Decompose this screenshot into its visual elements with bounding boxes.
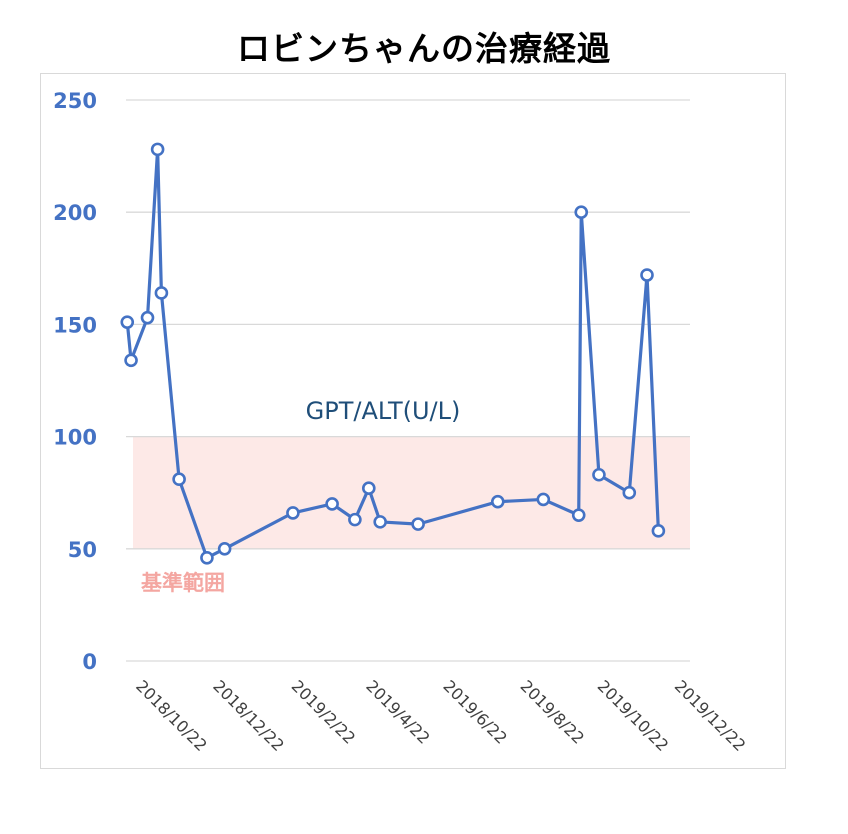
x-tick-label: 2019/4/22	[362, 676, 433, 747]
series-line	[125, 147, 660, 560]
data-point	[571, 508, 586, 522]
data-point	[150, 142, 165, 157]
x-tick-label: 2019/10/22	[594, 676, 673, 755]
data-point	[651, 524, 666, 538]
data-point	[373, 515, 387, 529]
x-tick-label: 2018/12/22	[209, 676, 288, 755]
series-layer	[120, 142, 666, 565]
y-tick-label: 200	[53, 201, 97, 225]
x-tick-label: 2019/6/22	[439, 676, 510, 747]
data-point	[592, 467, 606, 482]
data-point	[286, 506, 300, 520]
y-axis-ticks: 0 50 100 150 200 250	[53, 89, 97, 674]
y-tick-label: 150	[53, 313, 97, 337]
data-point	[154, 286, 169, 300]
data-point	[325, 497, 339, 511]
data-point	[622, 485, 637, 500]
reference-band	[133, 436, 690, 549]
data-point	[536, 492, 551, 507]
x-tick-label: 2019/8/22	[517, 676, 588, 747]
y-tick-label: 100	[53, 426, 97, 450]
y-tick-label: 50	[68, 538, 97, 562]
data-point	[574, 205, 589, 219]
data-point	[348, 512, 362, 527]
data-point	[361, 481, 376, 496]
x-tick-label: 2019/2/22	[288, 676, 359, 747]
y-tick-label: 0	[82, 650, 97, 674]
chart-title: ロビンちゃんの治療経過	[237, 29, 611, 68]
data-point	[640, 268, 654, 282]
data-point	[120, 315, 135, 329]
reference-band-layer	[133, 436, 690, 549]
chart-area	[40, 73, 786, 769]
x-tick-label: 2018/10/22	[132, 676, 211, 755]
data-point	[172, 472, 186, 487]
reference-band-label: 基準範囲	[141, 571, 225, 595]
y-tick-label: 250	[53, 89, 97, 113]
data-point	[200, 550, 214, 565]
data-point	[411, 517, 425, 531]
data-point	[217, 541, 232, 556]
data-point	[124, 353, 138, 368]
data-point	[140, 310, 155, 325]
data-point	[490, 494, 505, 509]
x-tick-label: 2019/12/22	[671, 676, 750, 755]
series-label: GPT/ALT(U/L)	[306, 397, 461, 425]
